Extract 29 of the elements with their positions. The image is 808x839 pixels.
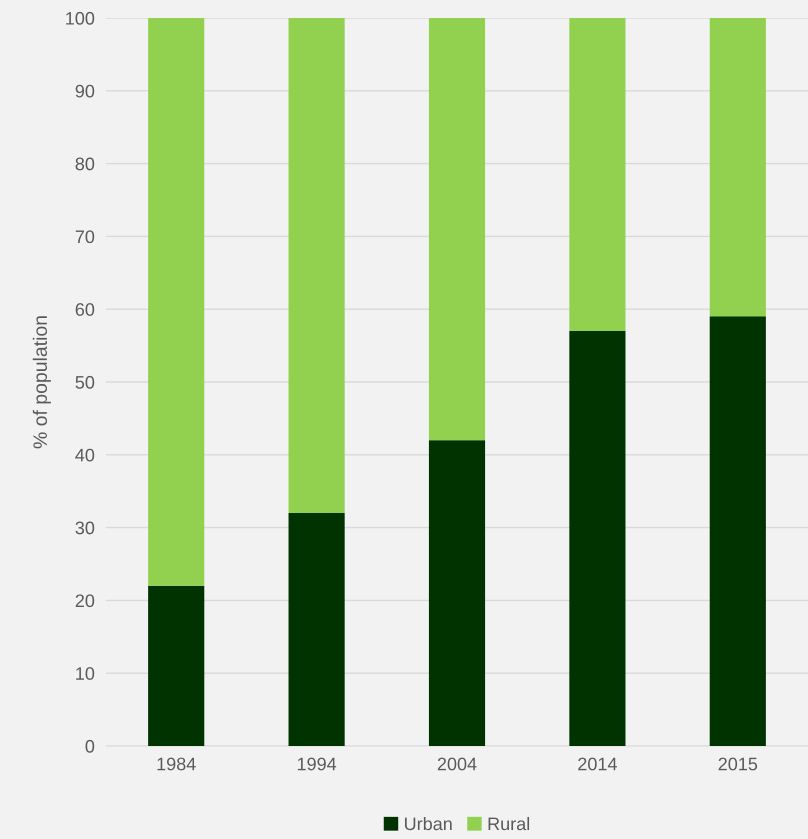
- bar: [569, 331, 626, 746]
- y-tick-label: 60: [76, 303, 94, 316]
- x-tick-label: 1984: [157, 758, 196, 770]
- y-tick-label: 10: [76, 667, 94, 680]
- bar: [710, 316, 766, 746]
- y-tick-label: 30: [75, 522, 94, 534]
- x-tick-label: 2015: [718, 758, 758, 770]
- y-axis-title: % of population: [32, 316, 51, 448]
- bar: [428, 440, 486, 746]
- bar: [710, 18, 766, 316]
- bar: [428, 18, 486, 440]
- x-tick-label: 2004: [438, 758, 477, 770]
- bar: [148, 586, 204, 746]
- bar: [148, 18, 204, 586]
- y-tick-label: 40: [75, 448, 94, 462]
- legend-label: Rural: [488, 816, 530, 830]
- x-tick-label: 2014: [578, 758, 617, 770]
- x-tick-label: 1994: [298, 758, 336, 770]
- y-tick-label: 50: [76, 376, 94, 389]
- bar: [569, 18, 626, 332]
- y-tick-label: 0: [86, 740, 94, 753]
- y-tick-label: 80: [76, 158, 94, 170]
- bar: [288, 513, 345, 746]
- bar: [288, 18, 345, 514]
- y-tick-label: 70: [76, 230, 94, 244]
- y-tick-label: 90: [76, 84, 94, 98]
- y-tick-label: 20: [76, 594, 94, 608]
- legend-label: Urban: [405, 816, 452, 830]
- y-tick-label: 100: [66, 12, 94, 25]
